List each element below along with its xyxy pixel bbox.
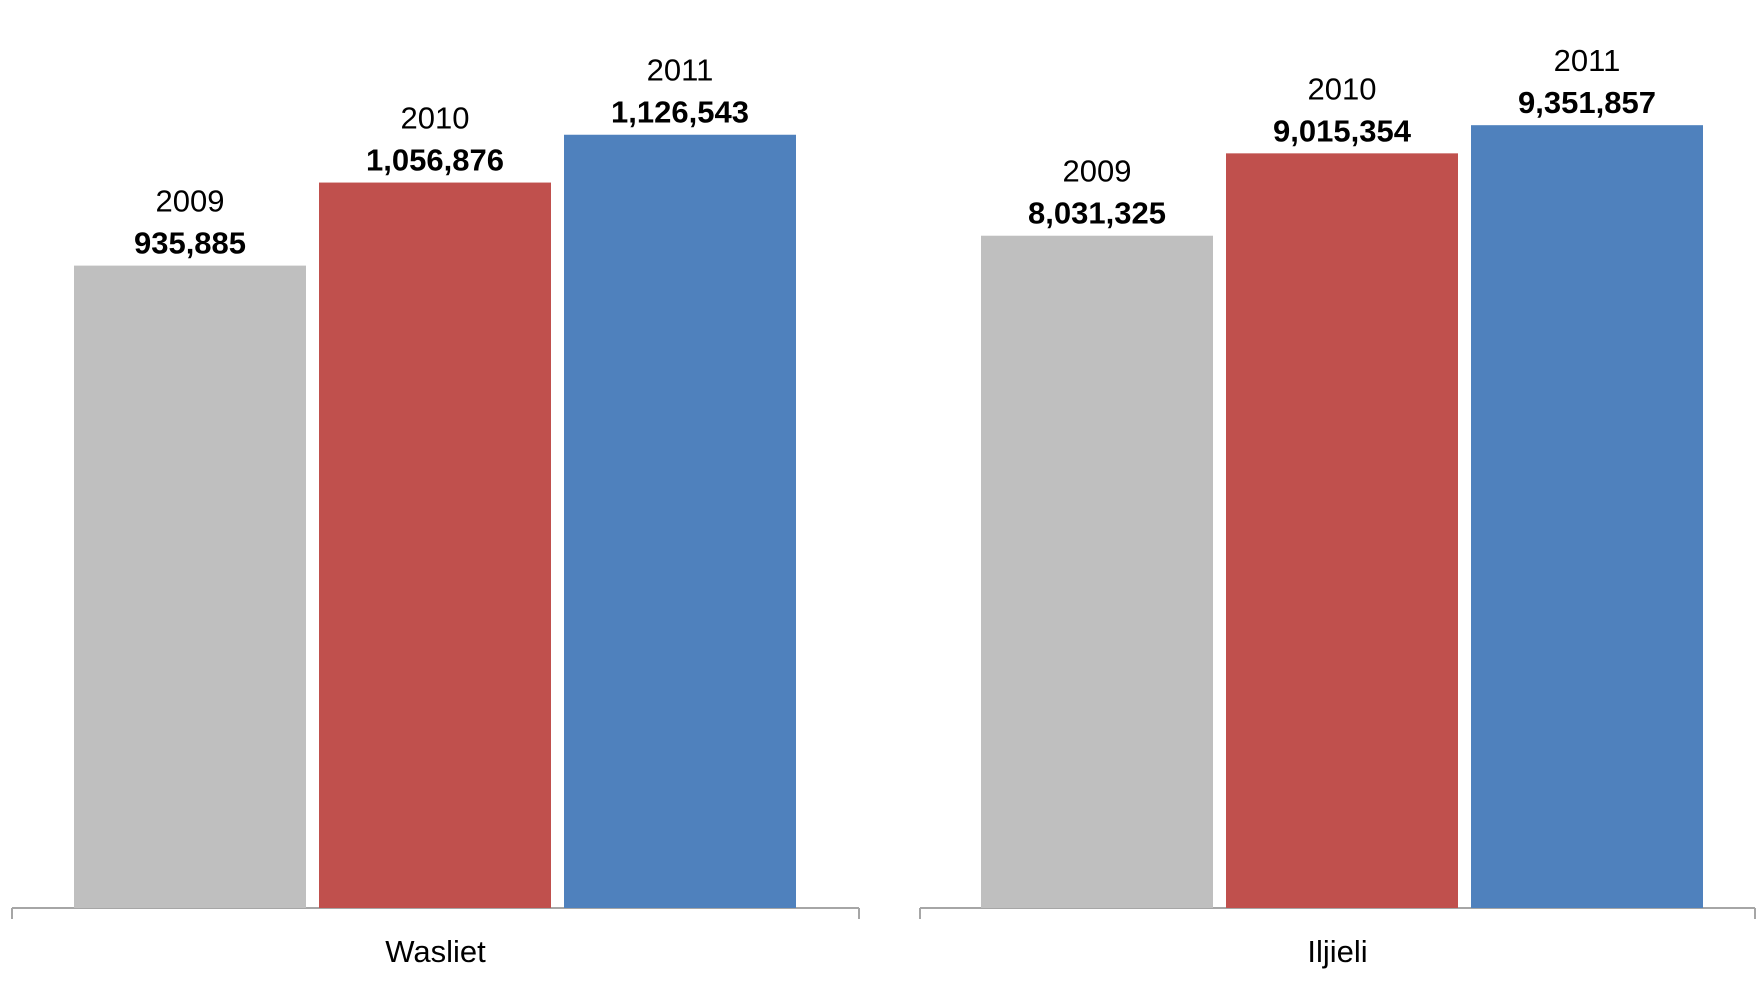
bar-wasliet-2011 bbox=[564, 134, 796, 908]
category-label: Wasliet bbox=[385, 934, 486, 969]
bar-series-label: 2011 bbox=[1554, 43, 1621, 78]
bar-series-label: 2010 bbox=[401, 101, 470, 136]
chart-group-2: 2009 8,031,325 2010 9,015,354 2011 9,351,857 I… bbox=[919, 43, 1756, 969]
bar-series-label: 2011 bbox=[647, 53, 714, 88]
bar-value-label: 1,056,876 bbox=[366, 143, 504, 178]
bar-value-label: 1,126,543 bbox=[611, 95, 749, 130]
bar-value-label: 9,351,857 bbox=[1518, 85, 1656, 120]
bar-wasliet-2010 bbox=[319, 182, 551, 909]
bar-value-label: 9,015,354 bbox=[1273, 113, 1412, 148]
bar-wasliet-2009 bbox=[74, 265, 306, 909]
bar-value-label: 935,885 bbox=[134, 226, 246, 261]
bar-iljieli-2009 bbox=[981, 235, 1213, 908]
bar-series-label: 2009 bbox=[1063, 154, 1132, 189]
bar-series-label: 2010 bbox=[1308, 71, 1377, 106]
bar-series-label: 2009 bbox=[156, 184, 225, 219]
chart-group-1: 2009 935,885 2010 1,056,876 2011 1,126,543 Was… bbox=[11, 53, 860, 969]
bar-iljieli-2011 bbox=[1471, 125, 1703, 908]
bar-iljieli-2010 bbox=[1226, 153, 1458, 909]
bar-value-label: 8,031,325 bbox=[1028, 196, 1166, 231]
category-label: Iljieli bbox=[1307, 934, 1367, 969]
